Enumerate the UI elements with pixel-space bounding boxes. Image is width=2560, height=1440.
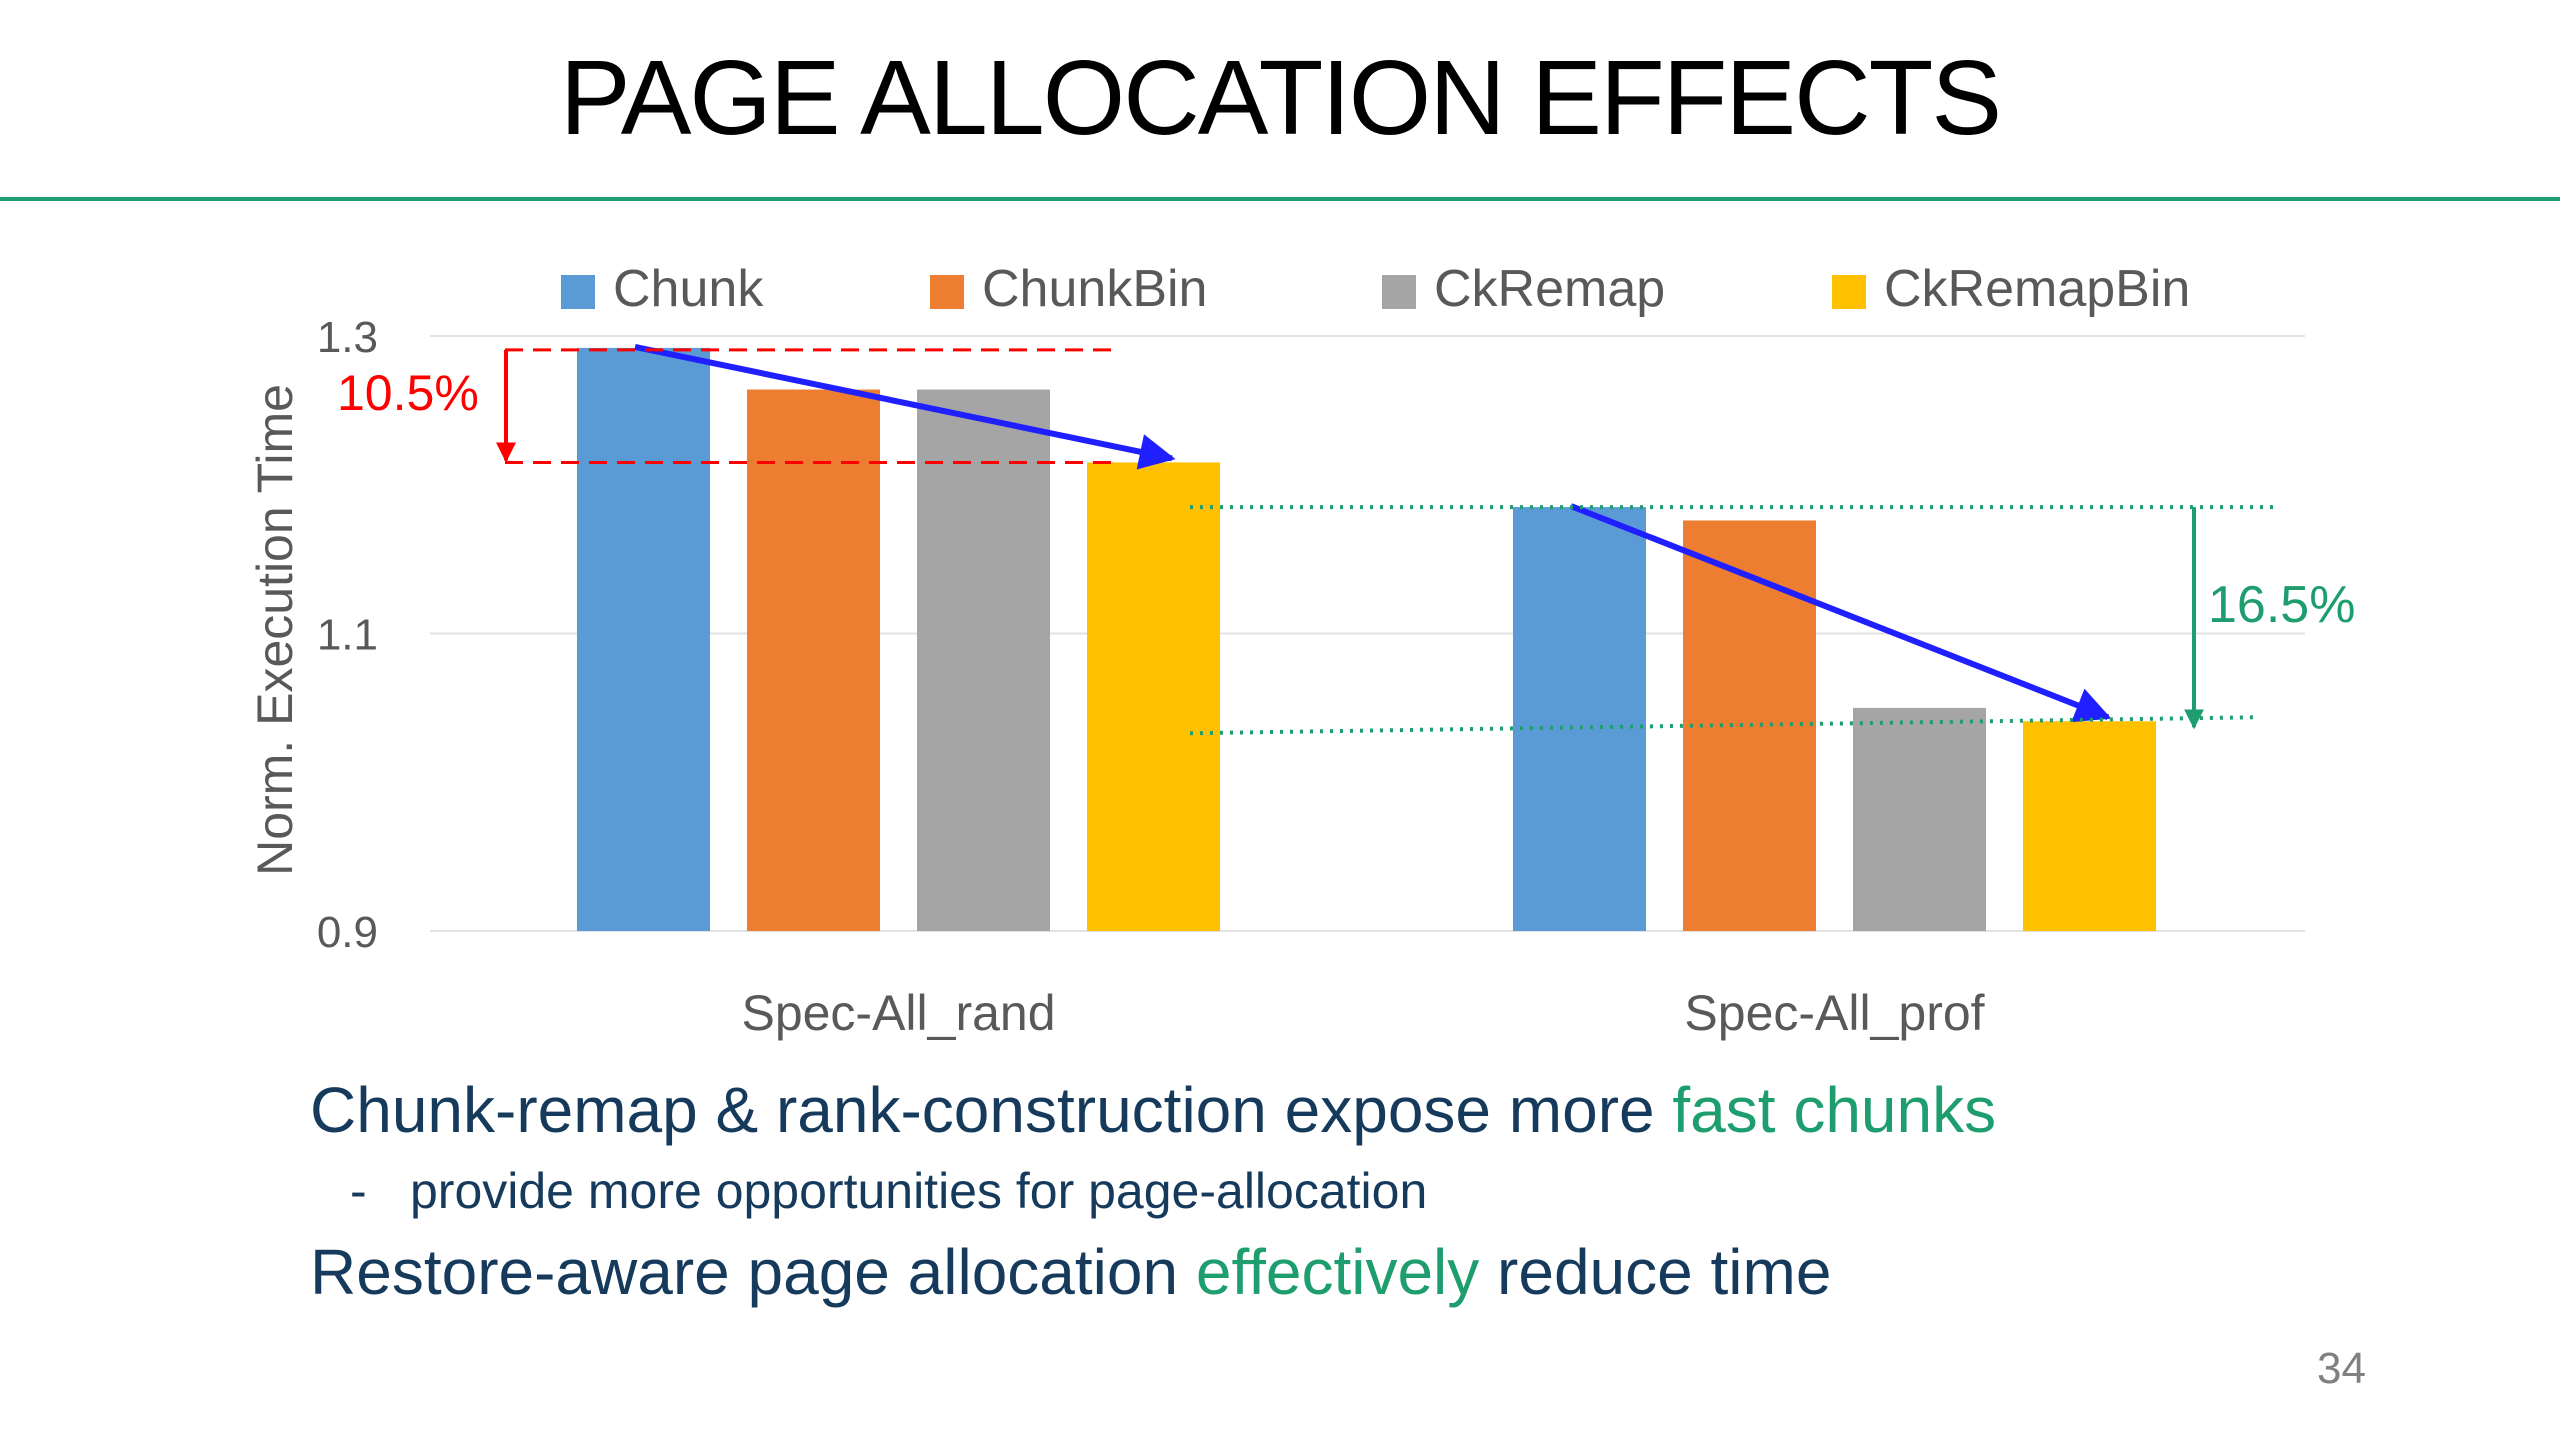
bullet-highlight: fast chunks (1672, 1074, 1997, 1146)
trend-arrow (1569, 503, 2112, 723)
bar-chunk-1 (577, 347, 710, 931)
x-category-label: Spec-All_prof (1684, 985, 1984, 1041)
bar-chunk-2 (1513, 507, 1646, 931)
y-tick-label: 1.1 (317, 611, 378, 660)
bar-ckremap-1 (917, 389, 1050, 931)
y-axis-label: Norm. Execution Time (247, 384, 303, 876)
bar-chunkbin-2 (1683, 520, 1816, 931)
legend-swatch (561, 275, 595, 309)
legend-swatch (1832, 275, 1866, 309)
legend-swatch (930, 275, 964, 309)
reference-line-bottom (1189, 715, 2256, 736)
bullet-highlight: effectively (1195, 1236, 1480, 1308)
bullet-subtext: provide more opportunities for page-allo… (410, 1163, 1428, 1219)
trend-arrow (634, 343, 1176, 470)
slide-title: PAGE ALLOCATION EFFECTS (559, 39, 2002, 157)
difference-label: 16.5% (2208, 576, 2355, 634)
legend-swatch (1382, 275, 1416, 309)
bar-ckremap-2 (1853, 707, 1986, 931)
difference-label: 10.5% (337, 365, 479, 421)
legend-label: ChunkBin (982, 260, 1207, 318)
bullet-text: reduce time (1479, 1236, 1832, 1308)
bullet-text: Chunk-remap & rank-construction expose m… (310, 1074, 1673, 1146)
legend-label: CkRemap (1434, 260, 1665, 318)
y-tick-label: 1.3 (317, 313, 378, 362)
legend-label: Chunk (613, 260, 764, 318)
legend-label: CkRemapBin (1884, 260, 2190, 318)
bullet-item: Chunk-remap & rank-construction expose m… (310, 1068, 1996, 1152)
x-category-label: Spec-All_rand (741, 985, 1055, 1041)
bullet-subitem: - provide more opportunities for page-all… (310, 1152, 1996, 1230)
bullet-text: Restore-aware page allocation (310, 1236, 1196, 1308)
bar-chunkbin-1 (747, 389, 880, 931)
bar-ckremapbin-2 (2023, 721, 2156, 931)
page-number: 34 (2317, 1344, 2366, 1393)
bullet-item: Restore-aware page allocation effectivel… (310, 1230, 1996, 1314)
bullet-dash: - (350, 1163, 367, 1219)
bar-ckremapbin-1 (1087, 462, 1220, 931)
bar-chart: 0.9 1.1 1.3 Spec-All_rand Spec-All_prof Chun… (247, 260, 2355, 1041)
y-tick-label: 0.9 (317, 908, 378, 957)
bullet-list: Chunk-remap & rank-construction expose m… (310, 1068, 1996, 1314)
title-divider (0, 197, 2560, 201)
